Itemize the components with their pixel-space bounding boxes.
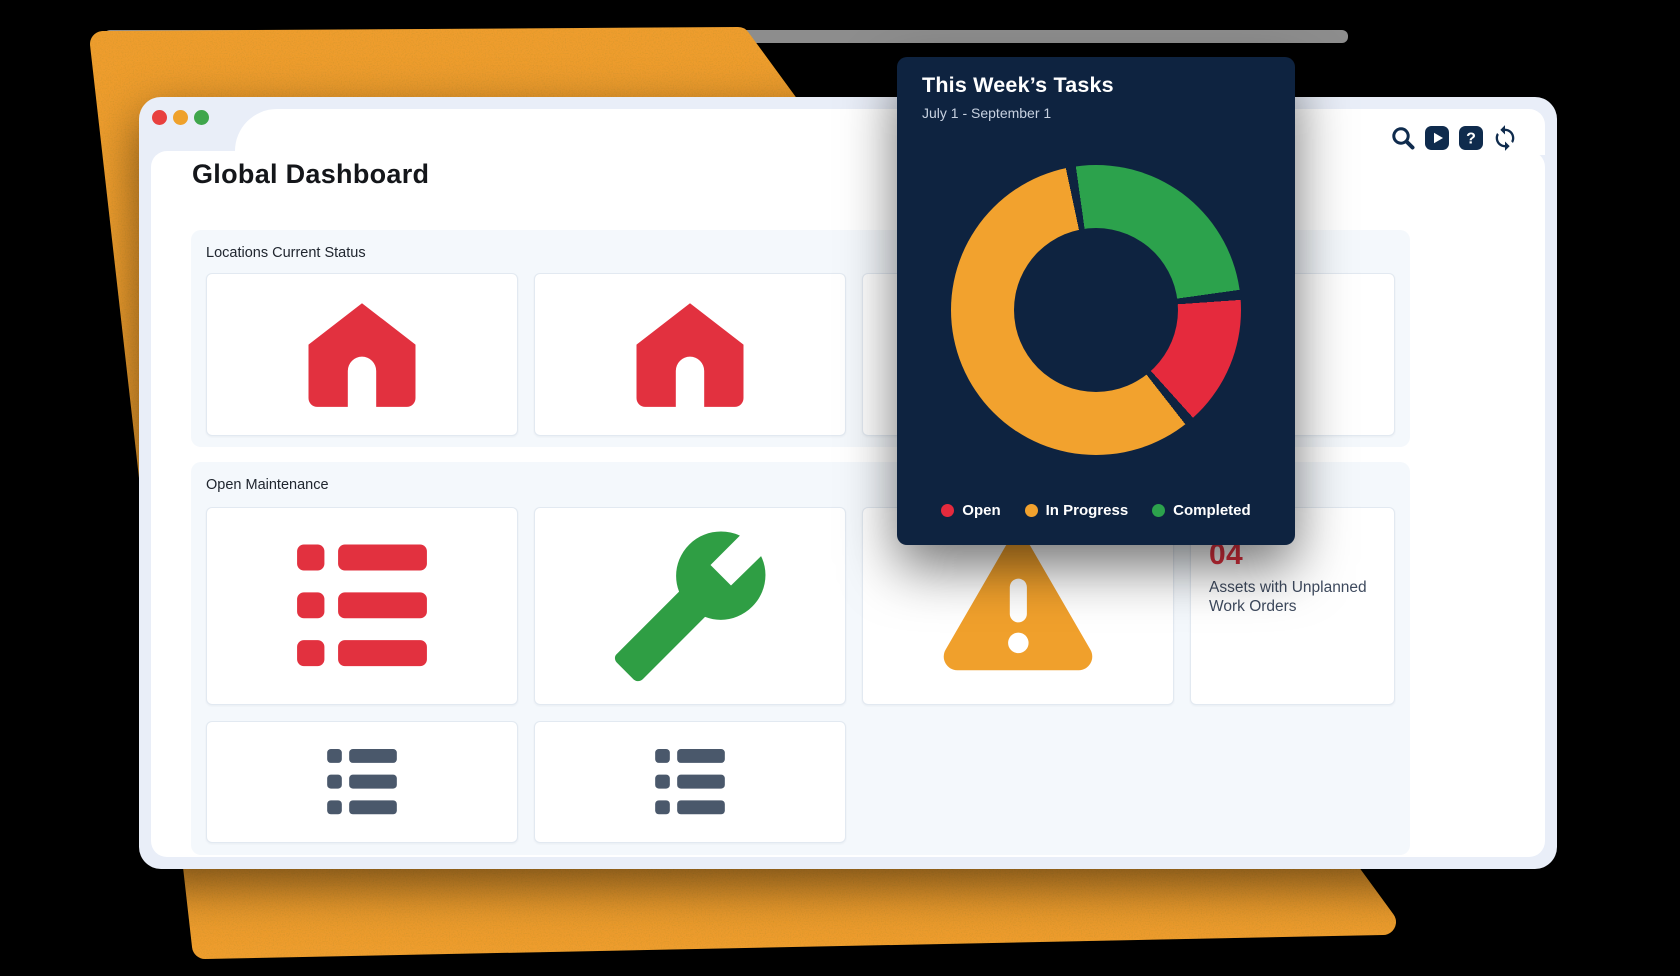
close-window-button[interactable] [152, 110, 167, 125]
maintenance-card-grid-row2: 191 Tasks in ‘Open’ Status 18 Tasks in I… [206, 721, 1395, 843]
window-controls [152, 110, 209, 125]
stat-value: 193 [553, 702, 827, 704]
legend-label: In Progress [1045, 502, 1129, 519]
legend-item-open: Open [941, 502, 1001, 519]
legend-label: Open [962, 502, 1001, 519]
legend-item-completed: Completed [1152, 502, 1251, 519]
toolbar: ? [1389, 124, 1519, 152]
warning-icon [881, 524, 1155, 688]
titlebar-tab: ? [235, 109, 1545, 155]
this-weeks-tasks-card: This Week’s Tasks July 1 - September 1 O… [897, 57, 1295, 545]
page-title: Global Dashboard [192, 159, 430, 189]
list-icon [553, 738, 827, 826]
stat-value: 191 [225, 838, 499, 842]
list-icon [225, 524, 499, 688]
location-title: IL Granary 006 [224, 433, 500, 435]
sync-icon[interactable] [1491, 124, 1519, 152]
stat-card-open-planned-maintenance[interactable]: 193 Open Planned Maintenance [534, 507, 846, 705]
home-icon [224, 289, 500, 420]
location-title: IL [880, 433, 1377, 435]
chart-date-range: July 1 - September 1 [922, 105, 1052, 121]
legend-item-in-progress: In Progress [1024, 502, 1129, 519]
video-icon[interactable] [1423, 124, 1451, 152]
stat-label: Assets with Unplanned Work Orders [1209, 579, 1367, 616]
chart-legend: Open In Progress Completed [897, 502, 1295, 519]
browser-window: ? Global Dashboard Locations Current Sta… [139, 97, 1557, 869]
legend-dot [1152, 504, 1166, 517]
legend-label: Completed [1173, 502, 1251, 519]
stat-value: 58 [881, 702, 1155, 704]
legend-dot [1024, 504, 1038, 517]
svg-text:?: ? [1466, 131, 1476, 148]
location-card-il-machinery-shed[interactable]: IL Machinery Shed 182 open tasks 25% 15%… [534, 273, 846, 436]
stat-value: 285 [225, 702, 499, 704]
home-icon [552, 289, 828, 420]
search-icon[interactable] [1389, 124, 1417, 152]
minimize-window-button[interactable] [173, 110, 188, 125]
donut-hole [1014, 228, 1178, 392]
list-icon [225, 738, 499, 826]
stat-card-open-unplanned-work-orders[interactable]: 285 Open Unplanned Work Orders [206, 507, 518, 705]
wrench-icon [553, 524, 827, 688]
open-maintenance-section-label: Open Maintenance [206, 477, 329, 493]
donut-chart [951, 165, 1241, 455]
zoom-window-button[interactable] [194, 110, 209, 125]
location-title: IL Machinery Shed [552, 433, 828, 435]
stat-value: 18 [553, 838, 827, 842]
location-card-il-granary-006[interactable]: IL Granary 006 300 open tasks 2% 3% 95% [206, 273, 518, 436]
legend-dot [941, 504, 955, 517]
locations-section-label: Locations Current Status [206, 245, 366, 261]
help-icon[interactable]: ? [1457, 124, 1485, 152]
stat-card-tasks-in-progress-status[interactable]: 18 Tasks in In Progress Status [534, 721, 846, 843]
stat-card-tasks-open-status[interactable]: 191 Tasks in ‘Open’ Status [206, 721, 518, 843]
chart-title: This Week’s Tasks [922, 73, 1114, 97]
